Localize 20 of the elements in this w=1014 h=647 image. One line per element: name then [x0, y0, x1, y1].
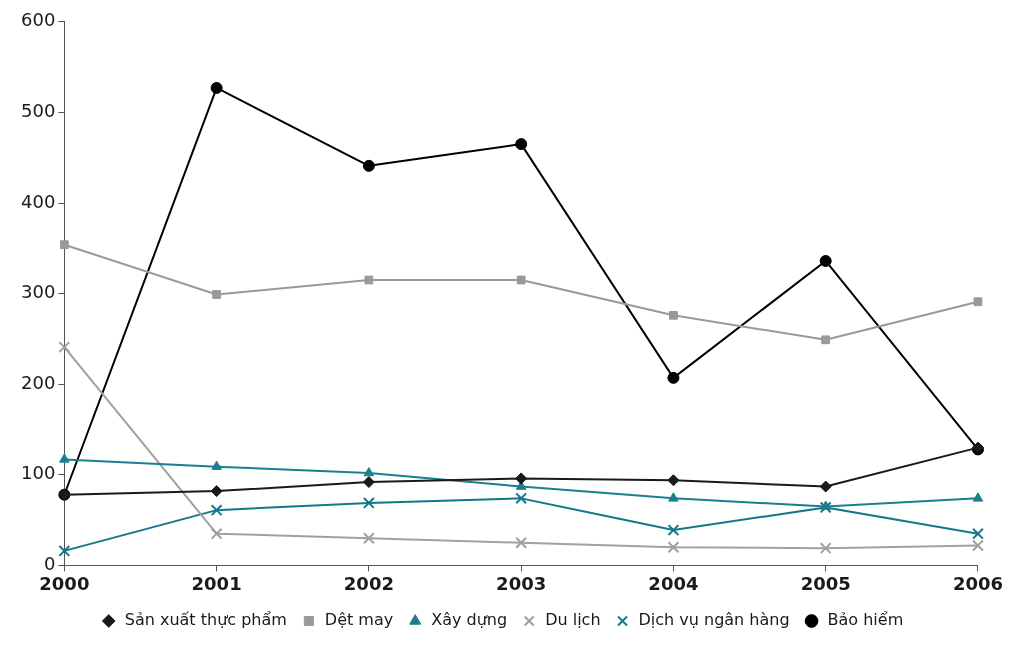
legend-label: Du lịch	[545, 610, 601, 630]
legend-label: Dịch vụ ngân hàng	[638, 610, 790, 630]
y-tick-label: 600	[21, 9, 56, 31]
legend-label: Xây dựng	[431, 610, 508, 630]
legend-label: Dệt may	[324, 610, 394, 630]
x-tick-label: 2005	[800, 572, 851, 594]
x-tick-label: 2004	[648, 572, 699, 594]
y-tick-label: 400	[21, 190, 56, 212]
y-tick-label: 500	[21, 100, 56, 122]
legend-label: Bảo hiểm	[827, 610, 904, 630]
x-tick-label: 2003	[496, 572, 547, 594]
y-tick-label: 0	[43, 553, 56, 575]
x-tick-label: 2000	[39, 572, 90, 594]
x-tick-label: 2006	[952, 572, 1004, 594]
y-tick-label: 300	[21, 281, 56, 303]
y-tick-label: 100	[21, 462, 56, 484]
y-tick-label: 200	[21, 371, 56, 393]
legend-label: Sản xuất thực phẩm	[124, 610, 287, 630]
x-tick-label: 2002	[343, 572, 394, 594]
x-tick-label: 2001	[191, 572, 242, 594]
